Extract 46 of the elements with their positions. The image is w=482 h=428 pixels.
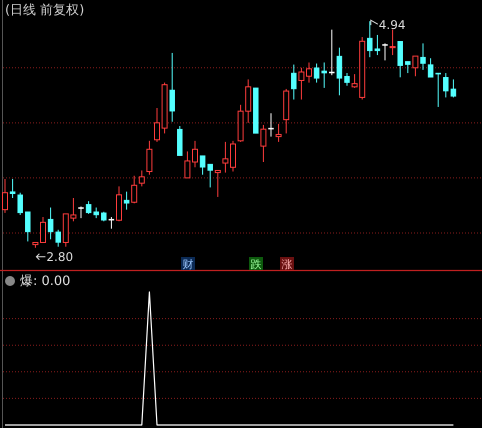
candlestick [336, 47, 342, 96]
annotation: 2.80 [46, 250, 74, 264]
annotation: 4.94 [378, 18, 406, 32]
candlestick [17, 192, 23, 216]
candlestick [450, 78, 456, 98]
candlestick [25, 211, 31, 242]
candlestick [420, 42, 426, 70]
candlestick [314, 63, 320, 84]
candlestick [374, 34, 380, 56]
candlestick [321, 62, 327, 88]
candlestick [367, 20, 373, 58]
candlestick [428, 58, 434, 78]
candlestick [108, 216, 114, 230]
candlestick [382, 42, 388, 61]
candlestick [10, 178, 16, 198]
candlestick [443, 72, 449, 98]
chart-title: (日线 前复权) [5, 3, 84, 18]
candlestick [101, 211, 107, 222]
annotation: 财 [182, 258, 194, 271]
candlestick [390, 29, 396, 56]
candlestick [48, 207, 54, 240]
annotation: 涨 [282, 258, 292, 271]
candlestick [329, 29, 335, 76]
candlestick [344, 72, 350, 86]
candlestick [124, 191, 130, 210]
candlestick [2, 178, 8, 214]
candlestick [268, 112, 274, 138]
candlestick [200, 155, 206, 176]
candlestick [412, 56, 418, 77]
candlestick [207, 164, 213, 188]
candlestick [131, 175, 138, 204]
candlestick [214, 170, 221, 198]
annotation: 跌 [250, 258, 262, 271]
candlestick [276, 123, 282, 142]
candlestick [138, 170, 145, 187]
candlestick [55, 229, 61, 248]
candlestick [78, 206, 84, 219]
candlestick [93, 207, 99, 219]
candlestick [291, 64, 297, 100]
candlestick [86, 200, 92, 214]
chart-title: 爆: 0.00 [20, 274, 70, 289]
candlestick [435, 72, 441, 108]
candlestick [260, 124, 266, 162]
candlestick [169, 52, 175, 122]
candlestick [146, 140, 152, 176]
candlestick [405, 60, 411, 74]
